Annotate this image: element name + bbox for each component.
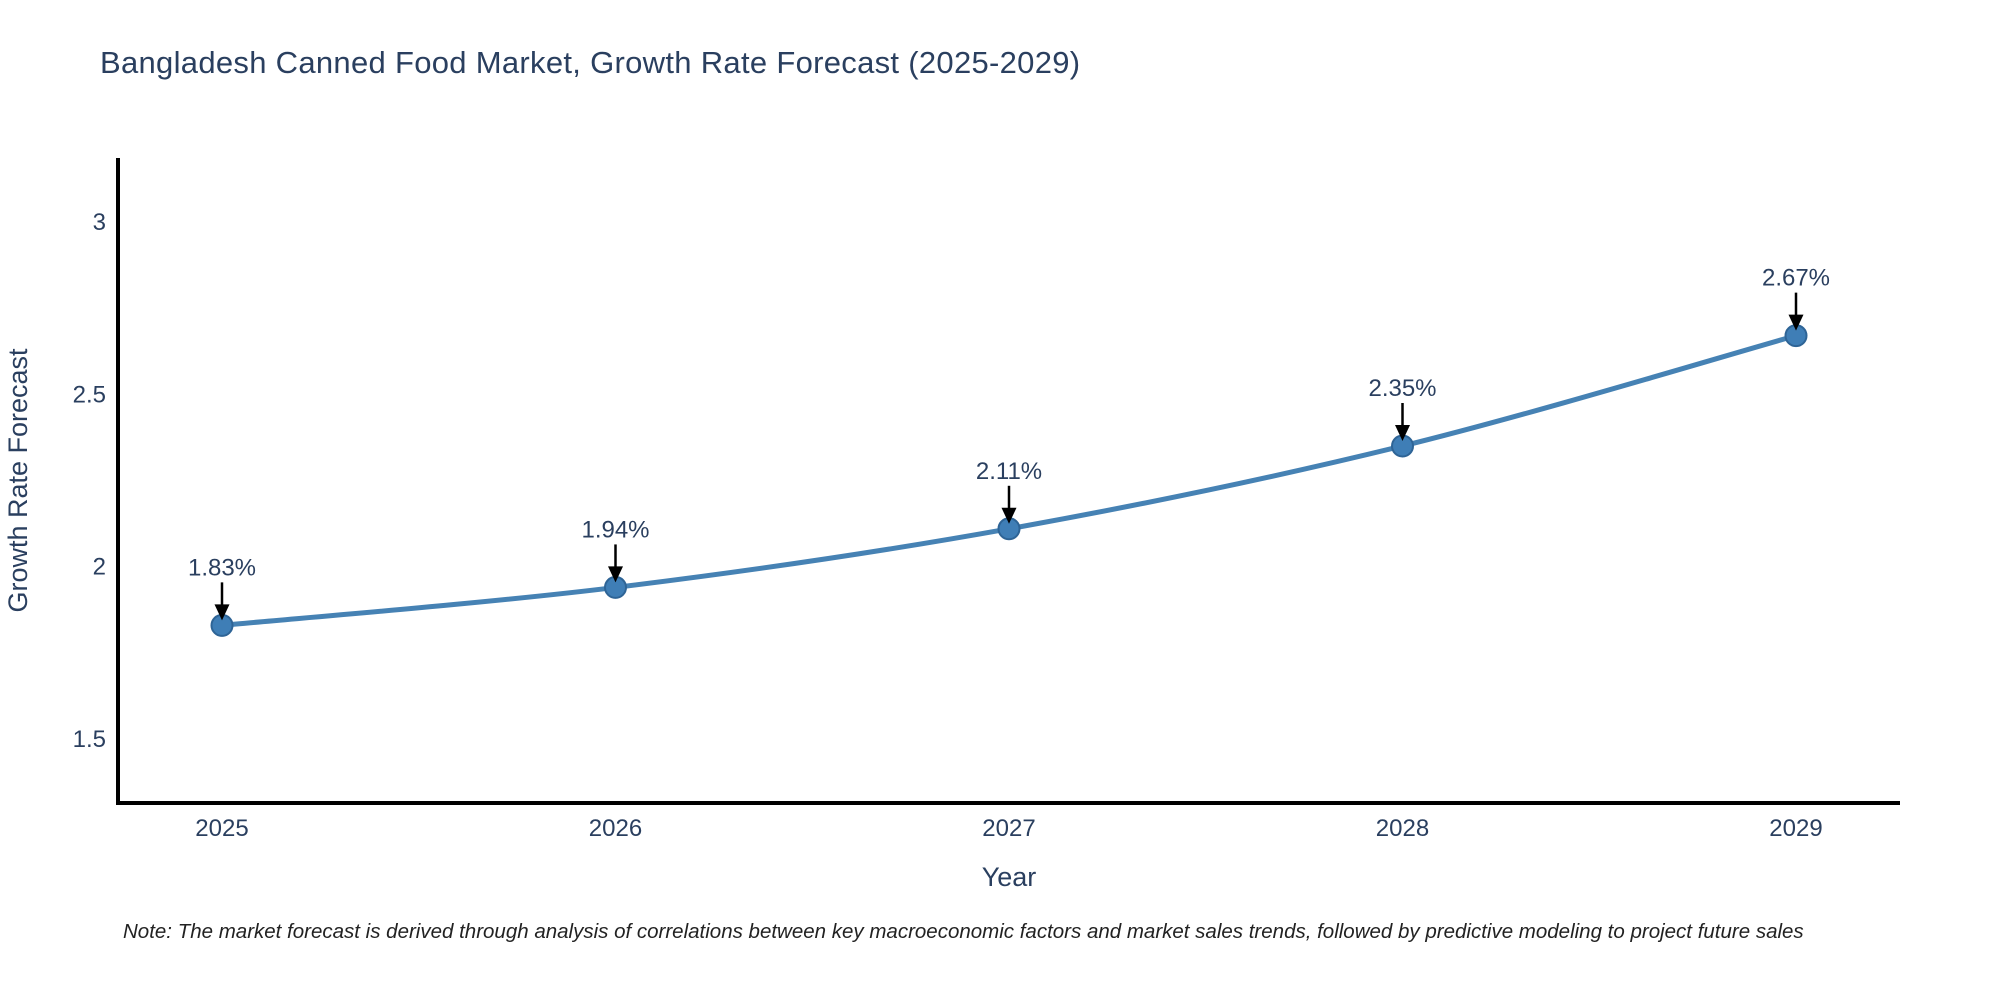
y-tick-label: 1.5 xyxy=(73,726,106,753)
y-tick-label: 3 xyxy=(93,209,106,236)
y-tick-label: 2 xyxy=(93,554,106,581)
x-tick-label: 2029 xyxy=(1769,815,1822,842)
y-axis-title: Growth Rate Forecast xyxy=(3,348,33,613)
data-point-label: 1.94% xyxy=(581,516,649,543)
data-point-label: 1.83% xyxy=(188,554,256,581)
x-tick-label: 2028 xyxy=(1376,815,1429,842)
data-point-label: 2.11% xyxy=(976,458,1042,485)
x-tick-label: 2026 xyxy=(589,815,642,842)
data-point-label: 2.35% xyxy=(1368,375,1436,402)
x-tick-label: 2027 xyxy=(982,815,1035,842)
y-tick-label: 2.5 xyxy=(73,381,106,408)
x-axis-title: Year xyxy=(982,862,1037,892)
annotation-arrowhead-icon xyxy=(1788,314,1804,331)
data-point-label: 2.67% xyxy=(1762,265,1830,292)
x-tick-label: 2025 xyxy=(195,815,248,842)
chart-title: Bangladesh Canned Food Market, Growth Ra… xyxy=(100,45,1081,80)
annotation-arrowhead-icon xyxy=(608,566,623,583)
annotation-arrowhead-icon xyxy=(1395,425,1410,442)
note-text: Note: The market forecast is derived thr… xyxy=(123,920,1804,943)
annotation-arrowhead-icon xyxy=(1001,507,1017,524)
annotation-arrowhead-icon xyxy=(214,604,230,621)
